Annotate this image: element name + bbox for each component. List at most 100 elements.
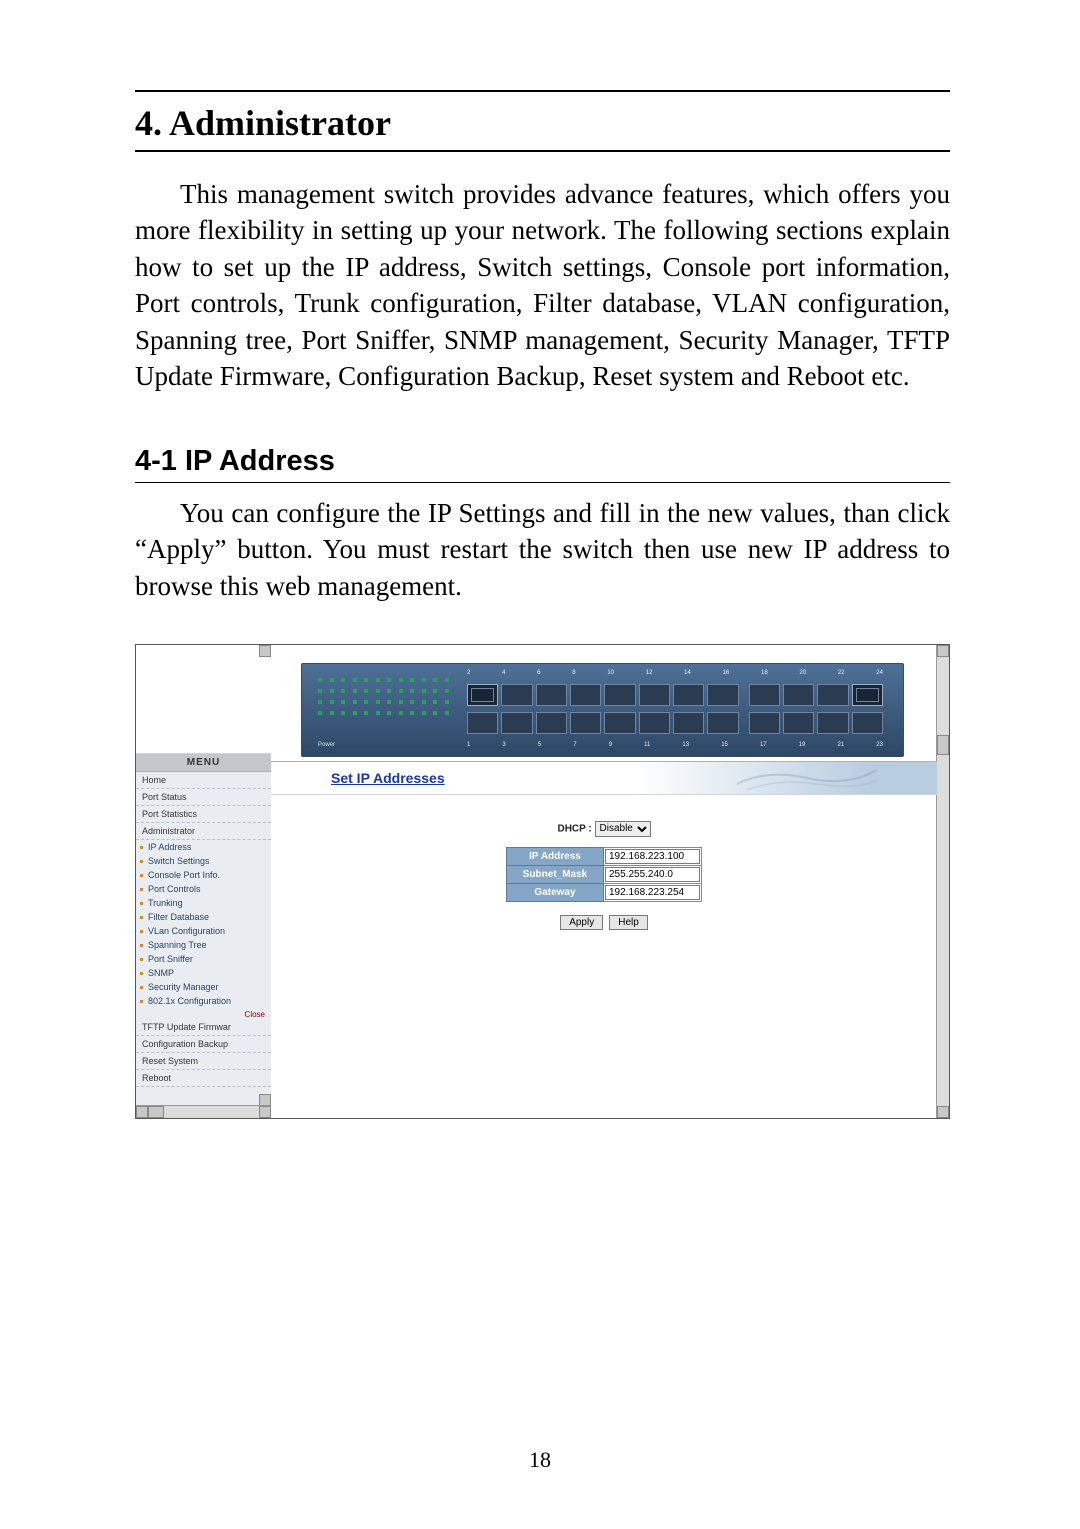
submenu-console-port-info[interactable]: Console Port Info. (136, 868, 271, 882)
submenu-close-link[interactable]: Close (136, 1008, 271, 1019)
port-num: 2 (467, 670, 470, 678)
menu-item-reboot[interactable]: Reboot (136, 1070, 271, 1087)
submenu-port-sniffer[interactable]: Port Sniffer (136, 952, 271, 966)
port-icon[interactable] (467, 684, 498, 706)
port-icon[interactable] (604, 684, 635, 706)
port-icon[interactable] (817, 684, 848, 706)
submenu-8021x-config[interactable]: 802.1x Configuration (136, 994, 271, 1008)
content-title: Set IP Addresses (331, 770, 445, 786)
sidebar-hscroll-left-icon[interactable] (136, 1106, 148, 1118)
power-label: Power (318, 742, 335, 748)
port-icon[interactable] (817, 712, 848, 734)
port-num: 24 (876, 670, 883, 678)
sidebar-hscroll-thumb[interactable] (148, 1106, 164, 1118)
submenu-spanning-tree[interactable]: Spanning Tree (136, 938, 271, 952)
port-icon[interactable] (570, 712, 601, 734)
port-num: 14 (684, 670, 691, 678)
dhcp-select[interactable]: Disable (595, 821, 651, 837)
port-icon[interactable] (707, 712, 738, 734)
submenu-filter-database[interactable]: Filter Database (136, 910, 271, 924)
port-num: 15 (721, 742, 728, 750)
submenu-snmp[interactable]: SNMP (136, 966, 271, 980)
table-row: Gateway (507, 883, 702, 901)
title-decor-icon (737, 764, 877, 792)
port-icon[interactable] (467, 712, 498, 734)
port-num: 20 (799, 670, 806, 678)
port-num: 16 (723, 670, 730, 678)
port-num: 6 (537, 670, 540, 678)
port-numbers-bottom: 1 3 5 7 9 11 13 15 17 19 21 23 (467, 742, 883, 750)
port-num: 12 (646, 670, 653, 678)
sidebar-scroll-up-icon[interactable] (259, 645, 271, 657)
port-icon[interactable] (639, 712, 670, 734)
switch-device-banner: 2 4 6 8 10 12 14 16 18 20 22 24 (301, 663, 904, 757)
main-vscroll-up-icon[interactable] (937, 645, 949, 657)
port-icon[interactable] (501, 684, 532, 706)
port-num: 3 (502, 742, 505, 750)
port-icon[interactable] (570, 684, 601, 706)
rule-under-h1 (135, 150, 950, 152)
port-icon[interactable] (749, 712, 780, 734)
port-icon[interactable] (852, 684, 883, 706)
port-num: 18 (761, 670, 768, 678)
sidebar-hscrollbar[interactable] (136, 1105, 271, 1118)
menu-item-home[interactable]: Home (136, 772, 271, 789)
menu-item-config-backup[interactable]: Configuration Backup (136, 1036, 271, 1053)
port-num: 23 (876, 742, 883, 750)
content-area: Set IP Addresses DHCP : Disable (271, 761, 937, 1118)
port-icon[interactable] (673, 712, 704, 734)
submenu-security-manager[interactable]: Security Manager (136, 980, 271, 994)
submenu-switch-settings[interactable]: Switch Settings (136, 854, 271, 868)
subsection-heading: 4-1 IP Address (135, 445, 950, 478)
main-vscroll-down-icon[interactable] (937, 1106, 949, 1118)
port-icon[interactable] (783, 684, 814, 706)
intro-paragraph: This management switch provides advance … (135, 176, 950, 395)
port-icon[interactable] (604, 712, 635, 734)
port-num: 22 (838, 670, 845, 678)
port-icon[interactable] (852, 712, 883, 734)
main-vscrollbar[interactable] (936, 645, 949, 1118)
content-body: DHCP : Disable IP Address Subnet_Mask (271, 795, 937, 930)
sidebar: MENU Home Port Status Port Statistics Ad… (136, 645, 272, 1118)
page-number: 18 (0, 1447, 1080, 1473)
submenu-trunking[interactable]: Trunking (136, 896, 271, 910)
port-num: 4 (502, 670, 505, 678)
content-title-bar: Set IP Addresses (271, 762, 937, 795)
ip-address-label: IP Address (507, 847, 604, 865)
submenu-port-controls[interactable]: Port Controls (136, 882, 271, 896)
help-button[interactable]: Help (609, 915, 648, 930)
port-icon[interactable] (783, 712, 814, 734)
port-icon[interactable] (536, 684, 567, 706)
subnet-mask-input[interactable] (605, 867, 700, 882)
submenu-ip-address[interactable]: IP Address (136, 840, 271, 854)
port-num: 5 (538, 742, 541, 750)
port-icon[interactable] (536, 712, 567, 734)
gateway-label: Gateway (507, 883, 604, 901)
port-icon[interactable] (749, 684, 780, 706)
gateway-input[interactable] (605, 885, 700, 900)
port-icon[interactable] (707, 684, 738, 706)
port-num: 19 (799, 742, 806, 750)
port-num: 7 (573, 742, 576, 750)
menu-item-reset-system[interactable]: Reset System (136, 1053, 271, 1070)
submenu-vlan-config[interactable]: VLan Configuration (136, 924, 271, 938)
port-num: 1 (467, 742, 470, 750)
apply-button[interactable]: Apply (560, 915, 603, 930)
menu-item-administrator[interactable]: Administrator (136, 823, 271, 840)
port-icon[interactable] (639, 684, 670, 706)
port-icon[interactable] (501, 712, 532, 734)
rule-under-h2 (135, 482, 950, 483)
subsection-paragraph: You can configure the IP Settings and fi… (135, 495, 950, 604)
led-grid (318, 678, 453, 738)
sidebar-blank-top (136, 645, 271, 754)
dhcp-label: DHCP : (557, 823, 591, 834)
main-vscroll-thumb[interactable] (937, 735, 949, 755)
sidebar-hscroll-right-icon[interactable] (259, 1106, 271, 1118)
port-num: 21 (837, 742, 844, 750)
menu-item-port-statistics[interactable]: Port Statistics (136, 806, 271, 823)
port-icon[interactable] (673, 684, 704, 706)
ip-address-input[interactable] (605, 849, 700, 864)
ports-row-top (467, 684, 883, 706)
menu-item-port-status[interactable]: Port Status (136, 789, 271, 806)
menu-item-tftp-update[interactable]: TFTP Update Firmwar (136, 1019, 271, 1036)
